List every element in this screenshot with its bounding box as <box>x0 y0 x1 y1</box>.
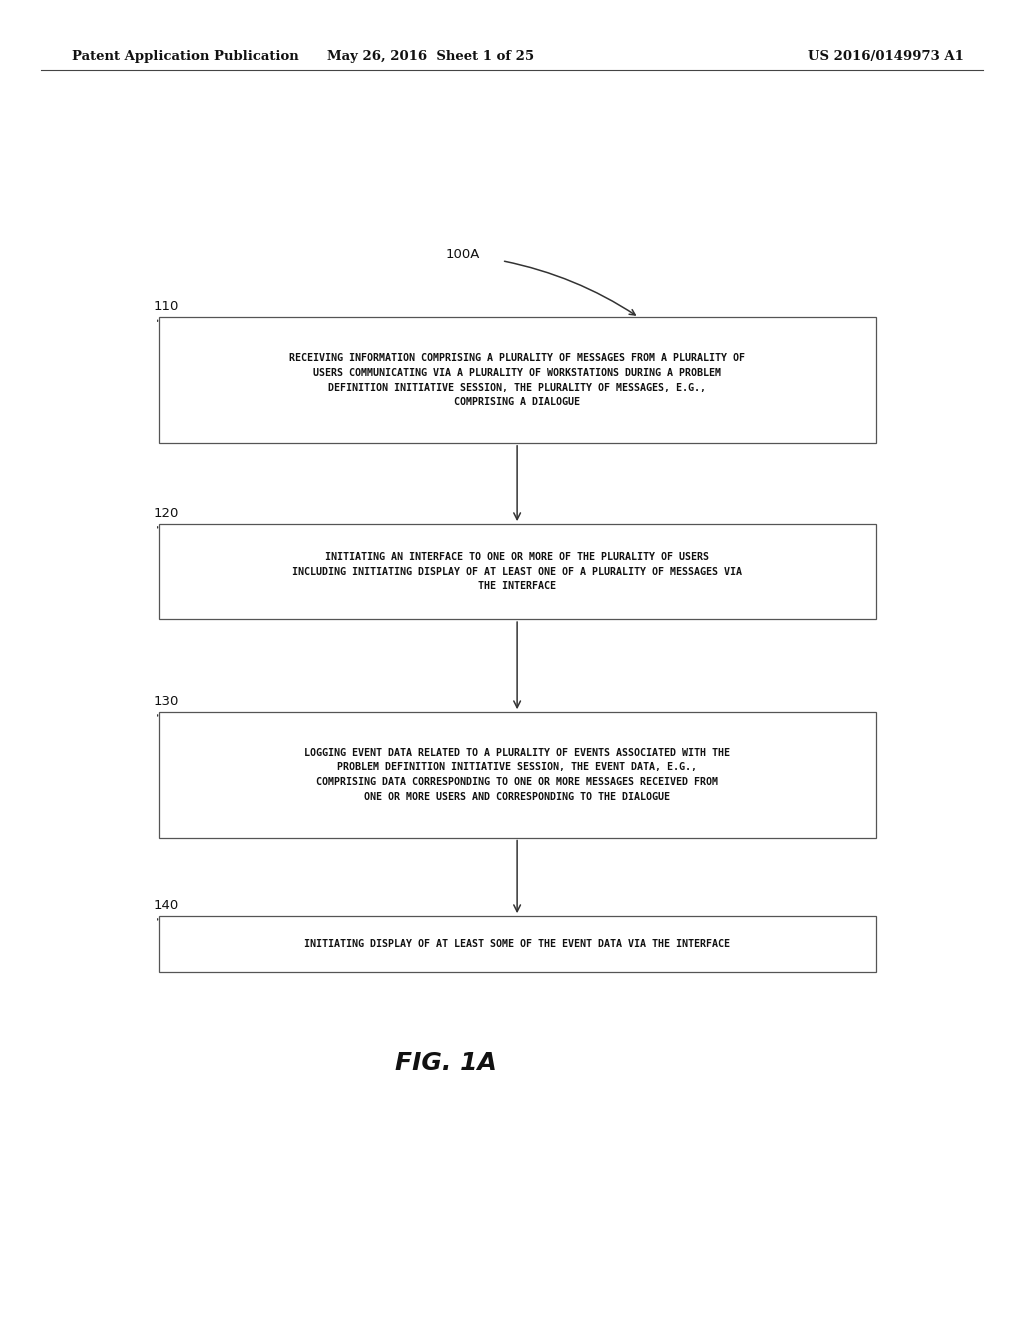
Text: May 26, 2016  Sheet 1 of 25: May 26, 2016 Sheet 1 of 25 <box>327 50 534 63</box>
Text: FIG. 1A: FIG. 1A <box>394 1051 497 1074</box>
Bar <box>159 713 876 838</box>
Text: 110: 110 <box>154 301 179 313</box>
Text: 130: 130 <box>154 694 179 708</box>
Text: INITIATING DISPLAY OF AT LEAST SOME OF THE EVENT DATA VIA THE INTERFACE: INITIATING DISPLAY OF AT LEAST SOME OF T… <box>304 939 730 949</box>
Bar <box>159 524 876 619</box>
Text: 120: 120 <box>154 507 179 520</box>
Text: Patent Application Publication: Patent Application Publication <box>72 50 298 63</box>
Text: 140: 140 <box>154 899 179 912</box>
Text: LOGGING EVENT DATA RELATED TO A PLURALITY OF EVENTS ASSOCIATED WITH THE
PROBLEM : LOGGING EVENT DATA RELATED TO A PLURALIT… <box>304 747 730 803</box>
Bar <box>159 916 876 972</box>
Text: US 2016/0149973 A1: US 2016/0149973 A1 <box>808 50 964 63</box>
Bar <box>159 318 876 444</box>
Text: INITIATING AN INTERFACE TO ONE OR MORE OF THE PLURALITY OF USERS
INCLUDING INITI: INITIATING AN INTERFACE TO ONE OR MORE O… <box>292 552 742 591</box>
Text: 100A: 100A <box>445 248 480 260</box>
Text: RECEIVING INFORMATION COMPRISING A PLURALITY OF MESSAGES FROM A PLURALITY OF
USE: RECEIVING INFORMATION COMPRISING A PLURA… <box>289 352 745 408</box>
